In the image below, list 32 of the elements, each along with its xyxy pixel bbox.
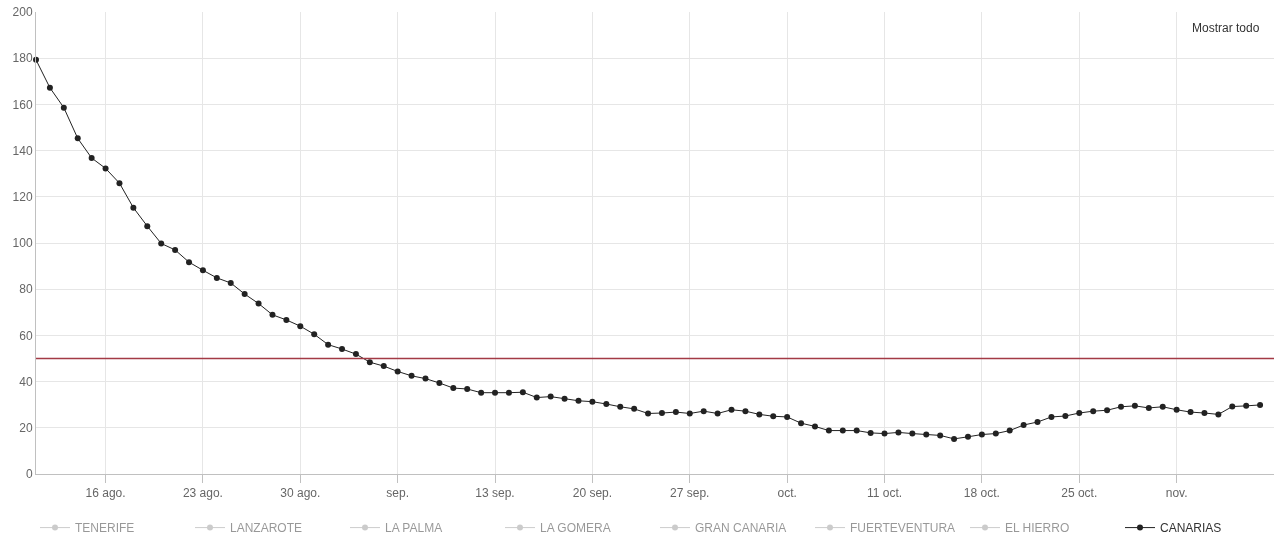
- y-tick-label: 40: [19, 374, 33, 389]
- y-tick-label: 80: [19, 282, 33, 297]
- legend-label: FUERTEVENTURA: [850, 521, 956, 536]
- annotation: Mostrar todo: [1192, 21, 1260, 35]
- x-tick-label: 20 sep.: [572, 486, 613, 501]
- x-tick-label: 25 oct.: [1061, 486, 1098, 501]
- x-tick-label: 11 oct.: [866, 486, 903, 501]
- y-tick-label: 140: [12, 143, 33, 158]
- y-tick-label: 180: [12, 51, 33, 66]
- legend-label: GRAN CANARIA: [695, 521, 787, 536]
- x-tick-label: 27 sep.: [670, 486, 710, 501]
- x-tick-label: 30 ago.: [280, 486, 321, 501]
- y-tick-label: 160: [12, 97, 33, 112]
- x-tick-label: 23 ago.: [182, 486, 223, 501]
- y-tick-label: 20: [19, 421, 33, 435]
- legend-label: TENERIFE: [75, 521, 135, 536]
- x-tick-label: sep.: [386, 486, 409, 501]
- legend-label: CANARIAS: [1160, 521, 1222, 536]
- y-tick-label: 120: [12, 190, 33, 204]
- legend-label: LA GOMERA: [540, 521, 611, 536]
- x-tick-label: 18 oct.: [963, 486, 1000, 501]
- legend-label: EL HIERRO: [1005, 521, 1070, 536]
- x-tick-label: 16 ago.: [85, 486, 126, 501]
- x-tick-label: nov.: [1165, 486, 1188, 501]
- y-tick-label: 0: [25, 467, 33, 482]
- y-tick-label: 100: [12, 236, 33, 251]
- legend-label: LANZAROTE: [230, 521, 303, 536]
- y-tick-label: 200: [12, 5, 33, 20]
- y-tick-label: 60: [19, 328, 33, 343]
- legend-label: LA PALMA: [385, 521, 443, 536]
- x-tick-label: oct.: [777, 486, 797, 501]
- x-tick-label: 13 sep.: [475, 486, 515, 501]
